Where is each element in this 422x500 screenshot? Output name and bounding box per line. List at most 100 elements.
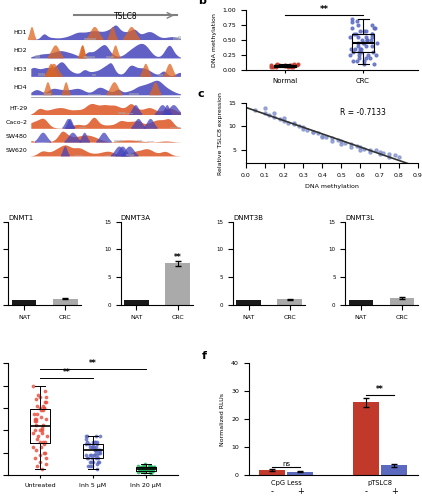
Point bbox=[368, 36, 374, 44]
Point bbox=[82, 432, 89, 440]
Point bbox=[35, 432, 42, 440]
Point bbox=[88, 458, 95, 466]
Text: **: ** bbox=[89, 359, 97, 368]
Point bbox=[285, 62, 292, 70]
Point bbox=[349, 57, 356, 65]
Text: DNMT3A: DNMT3A bbox=[121, 215, 151, 221]
Point bbox=[300, 124, 306, 132]
Point bbox=[369, 30, 376, 38]
Point bbox=[87, 458, 94, 466]
Point bbox=[348, 143, 354, 151]
Point bbox=[37, 438, 43, 446]
Point bbox=[362, 33, 369, 41]
Point bbox=[141, 461, 147, 469]
Point bbox=[96, 448, 103, 456]
Point bbox=[36, 404, 43, 412]
Point bbox=[287, 61, 293, 69]
Point bbox=[146, 462, 153, 470]
Point bbox=[315, 130, 322, 138]
Point bbox=[262, 104, 268, 112]
Point bbox=[303, 126, 310, 134]
Point bbox=[34, 436, 41, 444]
Bar bbox=[349, 300, 373, 306]
Point bbox=[369, 33, 376, 41]
Point bbox=[294, 60, 301, 68]
Point bbox=[32, 415, 39, 423]
Point bbox=[347, 33, 354, 41]
Point bbox=[35, 390, 42, 398]
Point bbox=[30, 428, 37, 436]
Y-axis label: DNA methylation: DNA methylation bbox=[212, 13, 217, 67]
Point bbox=[38, 443, 44, 451]
Point bbox=[338, 140, 345, 148]
Point bbox=[358, 45, 365, 53]
Point bbox=[89, 454, 96, 462]
Point bbox=[355, 33, 362, 41]
Point bbox=[365, 51, 371, 59]
Point bbox=[148, 466, 155, 474]
Point bbox=[348, 140, 354, 148]
Point bbox=[356, 54, 363, 62]
Text: **: ** bbox=[63, 368, 70, 377]
Point bbox=[96, 446, 103, 454]
Point bbox=[136, 464, 143, 472]
Point bbox=[150, 463, 157, 471]
Point bbox=[94, 438, 101, 446]
Point bbox=[146, 468, 153, 475]
Point bbox=[288, 62, 295, 70]
Point bbox=[271, 113, 278, 121]
Point bbox=[96, 448, 103, 456]
Point bbox=[141, 466, 148, 473]
Point bbox=[285, 62, 292, 70]
Point bbox=[142, 464, 149, 472]
Point bbox=[31, 418, 38, 426]
Point bbox=[82, 451, 89, 459]
Point bbox=[31, 426, 38, 434]
Text: +: + bbox=[391, 486, 398, 496]
Point bbox=[86, 440, 93, 448]
Text: -: - bbox=[271, 486, 273, 496]
Point bbox=[38, 413, 44, 421]
Point bbox=[355, 51, 362, 59]
Text: DNMT3B: DNMT3B bbox=[233, 215, 263, 221]
Point bbox=[141, 464, 148, 472]
Point bbox=[371, 24, 378, 32]
Point bbox=[150, 463, 157, 471]
Point bbox=[372, 146, 379, 154]
Point bbox=[137, 464, 143, 472]
Point bbox=[273, 62, 280, 70]
Point bbox=[328, 134, 335, 142]
Point bbox=[357, 27, 363, 35]
Point bbox=[148, 464, 155, 472]
Point bbox=[376, 148, 383, 156]
Text: HT-29: HT-29 bbox=[9, 106, 27, 112]
Bar bbox=[53, 298, 78, 306]
Point bbox=[95, 446, 102, 454]
Point bbox=[358, 48, 365, 56]
Point bbox=[323, 132, 330, 140]
Point bbox=[386, 152, 392, 160]
Point bbox=[91, 443, 97, 451]
Point bbox=[38, 466, 45, 473]
Point bbox=[146, 464, 152, 472]
Point bbox=[30, 443, 36, 451]
Text: f: f bbox=[201, 351, 206, 361]
Point bbox=[265, 111, 272, 119]
Point bbox=[146, 466, 153, 473]
Point bbox=[274, 60, 281, 68]
Point bbox=[281, 114, 287, 122]
Point bbox=[91, 451, 97, 459]
Point bbox=[293, 61, 300, 69]
Point bbox=[360, 27, 367, 35]
Point bbox=[37, 458, 44, 466]
Point bbox=[91, 438, 98, 446]
Text: DNMT1: DNMT1 bbox=[8, 215, 34, 221]
Point bbox=[32, 415, 39, 423]
Bar bbox=[165, 264, 190, 306]
Point bbox=[139, 463, 146, 471]
Point bbox=[328, 137, 335, 145]
Text: TSLC8: TSLC8 bbox=[114, 12, 137, 21]
Point bbox=[282, 62, 289, 70]
Point bbox=[93, 466, 100, 473]
Point bbox=[141, 466, 148, 473]
